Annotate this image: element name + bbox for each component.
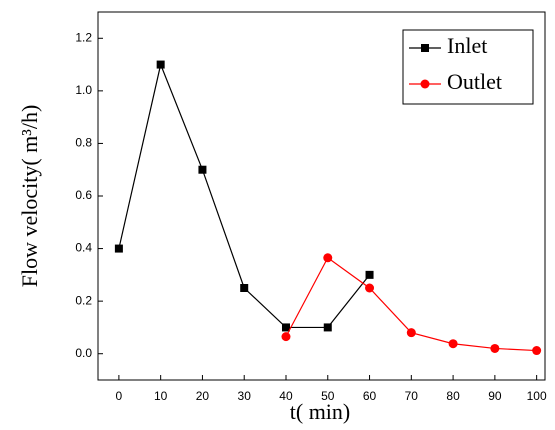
data-point bbox=[448, 339, 458, 349]
legend-label: Inlet bbox=[447, 33, 487, 58]
y-tick-label: 0.6 bbox=[75, 188, 92, 202]
y-axis-label: Flow velocity( m³/h) bbox=[17, 105, 42, 288]
x-tick-label: 90 bbox=[488, 389, 502, 403]
x-tick-label: 10 bbox=[154, 389, 168, 403]
data-point bbox=[198, 165, 207, 174]
data-point bbox=[406, 328, 416, 338]
y-tick-label: 0.2 bbox=[75, 293, 92, 307]
data-point bbox=[365, 283, 375, 293]
y-tick-label: 0.4 bbox=[75, 241, 92, 255]
data-point bbox=[323, 253, 333, 263]
data-point bbox=[281, 332, 291, 342]
x-tick-label: 40 bbox=[279, 389, 293, 403]
x-tick-label: 60 bbox=[363, 389, 377, 403]
x-tick-label: 20 bbox=[196, 389, 210, 403]
data-point bbox=[365, 270, 374, 279]
x-axis-label: t( min) bbox=[290, 399, 351, 424]
legend-marker bbox=[421, 44, 429, 52]
x-tick-label: 70 bbox=[405, 389, 419, 403]
legend-marker bbox=[420, 79, 430, 89]
x-tick-label: 30 bbox=[238, 389, 252, 403]
data-point bbox=[114, 244, 123, 253]
data-point bbox=[156, 60, 165, 69]
x-tick-label: 100 bbox=[527, 389, 547, 403]
data-point bbox=[323, 323, 332, 332]
x-tick-label: 50 bbox=[321, 389, 335, 403]
x-tick-label: 80 bbox=[446, 389, 460, 403]
data-point bbox=[490, 343, 500, 353]
y-tick-label: 0.0 bbox=[75, 346, 92, 360]
y-tick-label: 1.0 bbox=[75, 83, 92, 97]
legend-box bbox=[402, 29, 534, 105]
x-tick-label: 0 bbox=[116, 389, 123, 403]
data-point bbox=[240, 284, 249, 292]
data-point bbox=[532, 346, 542, 356]
y-tick-label: 1.2 bbox=[75, 30, 92, 44]
legend-label: Outlet bbox=[447, 69, 502, 94]
data-point bbox=[281, 323, 290, 332]
y-tick-label: 0.8 bbox=[75, 136, 92, 150]
